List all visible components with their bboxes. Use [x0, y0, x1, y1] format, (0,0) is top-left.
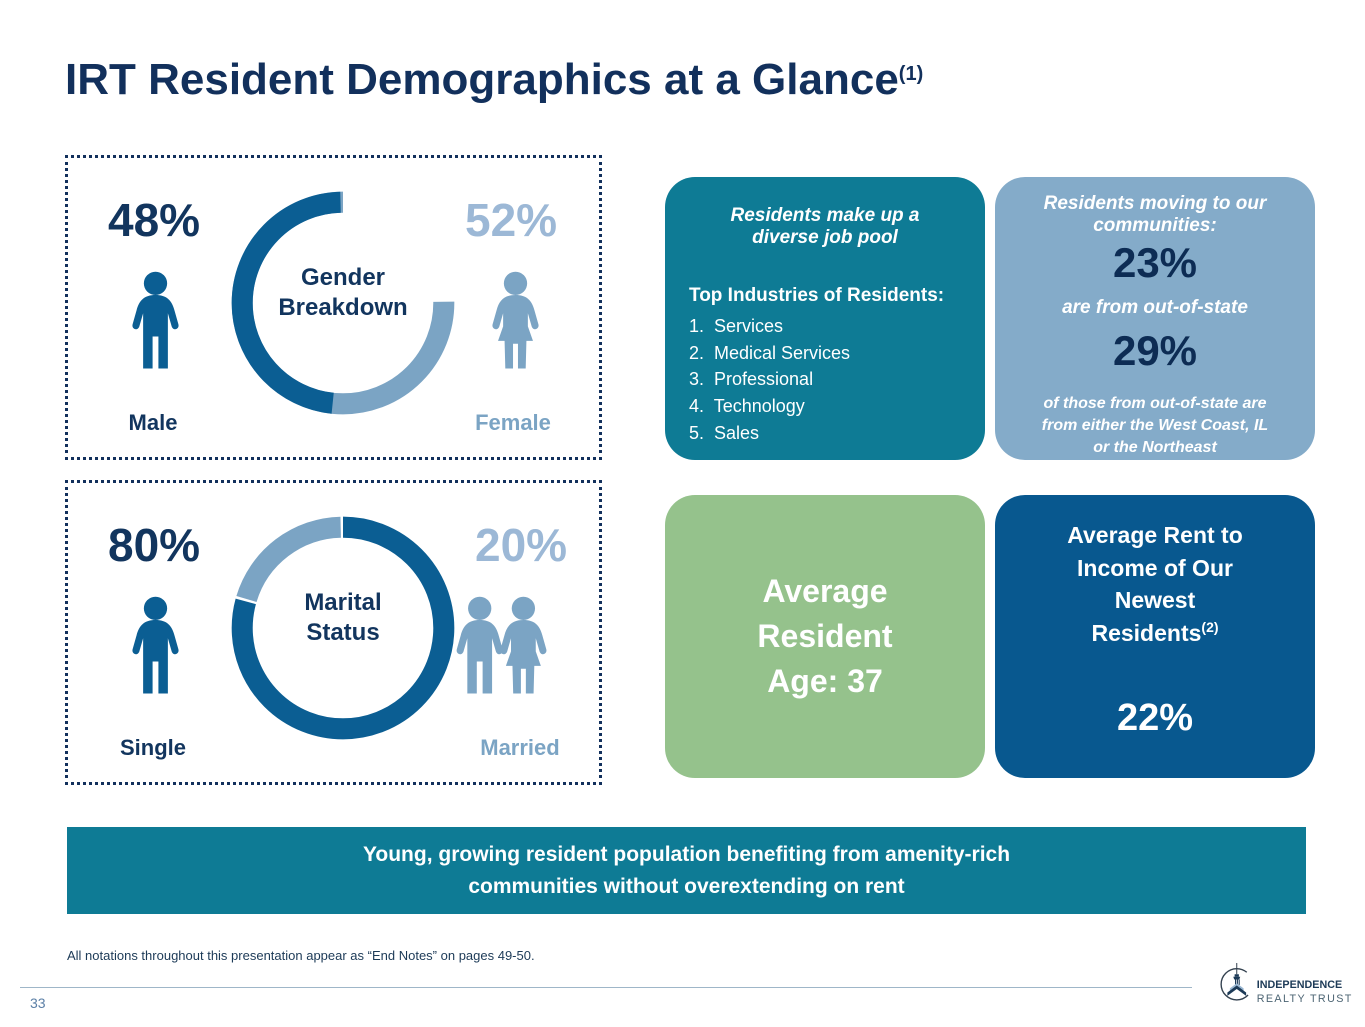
svg-text:REALTY TRUST: REALTY TRUST: [1257, 993, 1353, 1005]
svg-text:INDEPENDENCE: INDEPENDENCE: [1257, 979, 1342, 991]
